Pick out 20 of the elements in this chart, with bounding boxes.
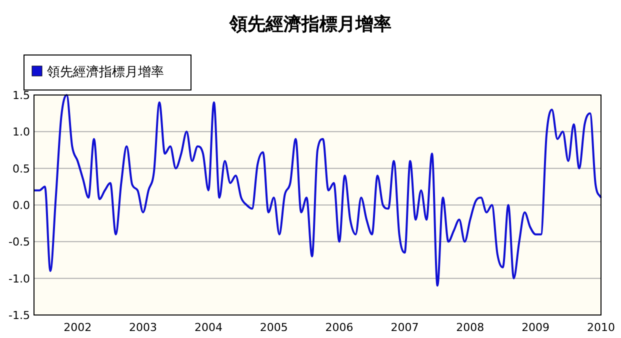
legend-label: 領先經濟指標月增率 <box>47 64 164 80</box>
y-tick-label: -1.5 <box>8 309 30 322</box>
x-tick-label: 2009 <box>522 321 550 334</box>
x-tick-label: 2003 <box>129 321 158 334</box>
y-tick-label: 1.5 <box>12 89 30 102</box>
line-series <box>33 94 602 287</box>
x-tick-label: 2004 <box>194 321 222 334</box>
x-tick-label: 2002 <box>64 321 92 334</box>
y-tick-label: 0.0 <box>12 199 30 212</box>
x-tick-label: 2005 <box>260 321 288 334</box>
x-tick-label: 2010 <box>587 321 615 334</box>
y-tick-label: -0.5 <box>8 236 30 249</box>
x-tick-label: 2007 <box>390 321 419 334</box>
y-tick-label: -1.0 <box>8 272 30 286</box>
y-tick-label: 1.0 <box>12 126 30 139</box>
legend: 領先經濟指標月增率 <box>24 54 192 90</box>
y-tick-label: 0.5 <box>12 162 30 176</box>
chart-title: 領先經濟指標月增率 <box>228 14 392 35</box>
x-tick-label: 2006 <box>325 321 354 334</box>
x-tick-label: 2008 <box>456 321 484 334</box>
